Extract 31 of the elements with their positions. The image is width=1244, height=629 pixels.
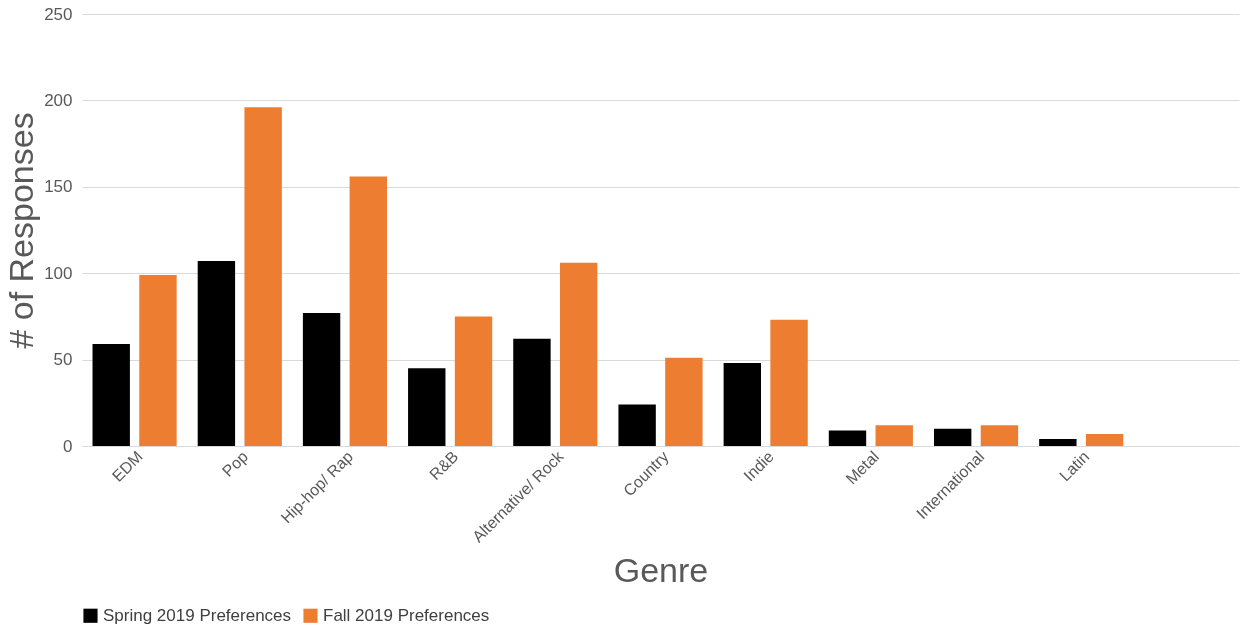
y-tick-label: 150 [44,177,73,197]
bar [139,274,177,446]
bar [513,338,551,446]
bar [933,428,972,446]
bar [1085,433,1124,446]
bar [770,319,808,446]
x-axis-title: Genre [613,551,709,590]
y-tick-label: 0 [63,436,73,456]
bar [665,357,703,446]
bar [197,261,236,446]
bar [1039,439,1077,446]
bar [302,312,341,446]
bar [723,363,762,446]
bar [92,344,130,446]
x-tick-label: Pop [218,447,252,480]
bar [454,316,493,446]
bar [875,425,913,446]
bar [408,368,446,446]
y-axis-title: # of Responses [2,112,41,349]
y-tick-label: 250 [44,4,73,24]
y-tick-label: 50 [53,350,73,370]
bar [828,430,867,446]
bar [244,107,282,446]
y-tick-label: 200 [44,90,73,110]
bar [618,404,656,446]
y-tick-label: 100 [44,263,73,283]
legend-label: Fall 2019 Preferences [323,605,490,625]
bar [980,425,1019,446]
bar [349,176,388,446]
bar [559,262,598,446]
legend-label: Spring 2019 Preferences [103,605,292,625]
